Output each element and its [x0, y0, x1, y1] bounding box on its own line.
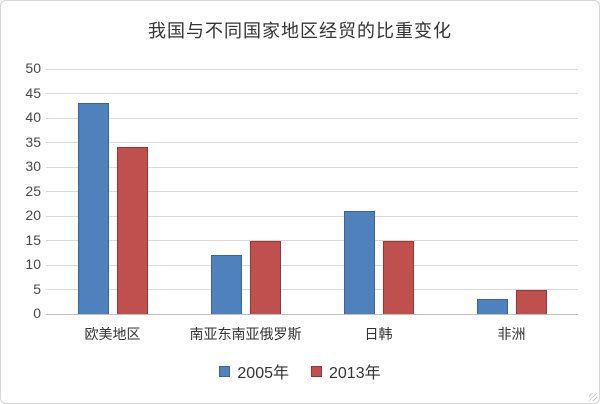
y-axis-tick-label: 30	[25, 158, 41, 174]
bar-2005年-南亚东南亚俄罗斯	[210, 255, 242, 314]
chart-legend: 2005年 2013年	[1, 359, 599, 383]
y-axis-tick-label: 20	[25, 207, 41, 223]
x-axis-line	[46, 313, 578, 315]
legend-label: 2013年	[329, 365, 381, 382]
y-axis-tick-label: 10	[25, 256, 41, 272]
y-axis-tick-label: 15	[25, 231, 41, 248]
y-axis-tick-label: 45	[25, 84, 41, 101]
gridline	[46, 166, 578, 168]
x-axis-category-label: 欧美地区	[84, 327, 141, 343]
resize-handle-mark	[589, 393, 597, 401]
y-axis-tick-label: 40	[25, 109, 41, 125]
bar-2013年-日韩	[382, 240, 414, 314]
chart-title: 我国与不同国家地区经贸的比重变化	[148, 21, 452, 42]
gridline	[46, 240, 578, 241]
y-axis-tick-label: 50	[25, 60, 41, 76]
gridline	[46, 289, 578, 290]
gridline	[46, 68, 578, 70]
legend-item-2005年: 2005年	[219, 359, 289, 383]
gridline	[46, 142, 578, 143]
x-axis-category-label: 南亚东南亚俄罗斯	[189, 327, 302, 343]
gridline	[46, 93, 578, 94]
bar-2013年-欧美地区	[116, 147, 148, 314]
gridline	[46, 264, 578, 266]
legend-item-2013年: 2013年	[311, 359, 381, 383]
gridline	[46, 215, 578, 217]
y-axis-tick-label: 5	[33, 280, 41, 297]
y-axis-tick-label: 35	[25, 133, 41, 150]
x-axis-category-label: 日韩	[364, 327, 393, 343]
y-axis-tick-label: 25	[25, 182, 41, 199]
bar-2005年-日韩	[343, 211, 375, 314]
legend-label: 2005年	[237, 365, 289, 382]
bar-2013年-南亚东南亚俄罗斯	[249, 240, 281, 314]
gridline	[46, 117, 578, 119]
gridline	[46, 191, 578, 192]
y-axis-tick-label: 0	[33, 305, 41, 321]
legend-swatch-icon	[311, 365, 322, 377]
bar-2013年-非洲	[515, 289, 547, 314]
legend-swatch-icon	[219, 365, 231, 377]
bar-2005年-非洲	[476, 299, 508, 314]
bar-2005年-欧美地区	[77, 103, 109, 314]
x-axis-category-label: 非洲	[497, 327, 526, 343]
